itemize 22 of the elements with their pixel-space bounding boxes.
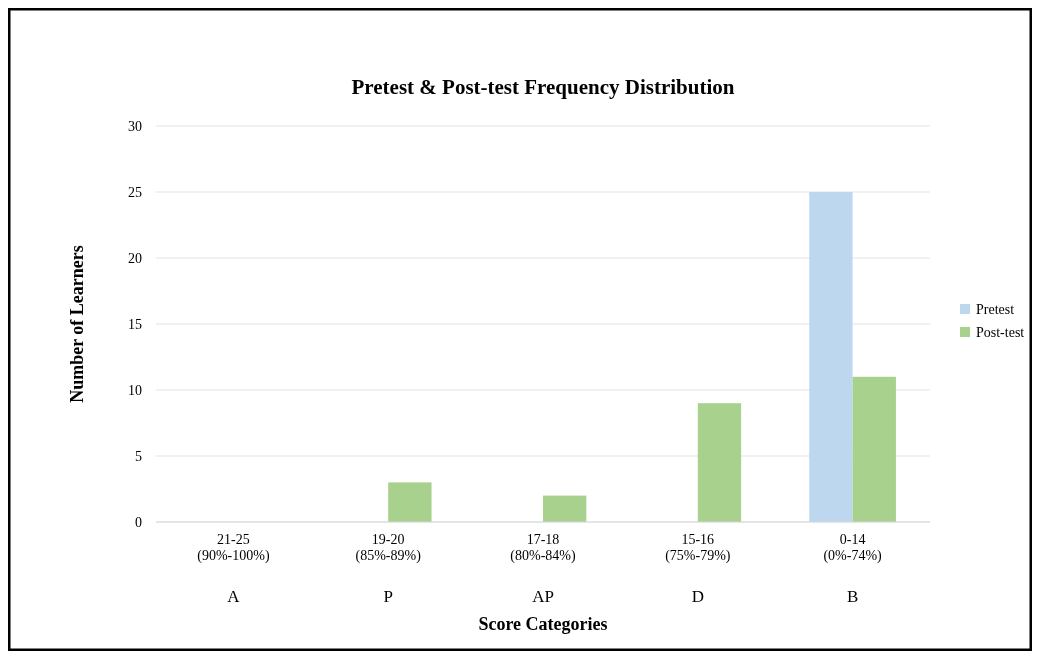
bar (388, 482, 432, 522)
category-label: 17-18 (80%-84%) AP (510, 532, 576, 606)
bar (697, 403, 742, 522)
category-label: 15-16 (75%-79%) D (665, 532, 731, 606)
y-tick-label: 15 (128, 316, 142, 332)
legend-label: Pretest (976, 301, 1015, 317)
y-tick-label: 25 (128, 184, 142, 200)
y-tick-label: 10 (128, 382, 142, 398)
x-axis-title: Score Categories (478, 614, 608, 634)
y-tick-label: 20 (128, 250, 142, 266)
y-axis-title: Number of Learners (67, 245, 87, 403)
bar (543, 495, 587, 522)
category-label: 19-20 (85%-89%) P (355, 532, 421, 606)
chart-title: Pretest & Post-test Frequency Distribution (351, 75, 735, 99)
bar (852, 376, 896, 522)
y-tick-label: 5 (135, 448, 142, 464)
legend-label: Post-test (976, 324, 1025, 340)
category-label: 21-25 (90%-100%) A (197, 532, 270, 606)
y-tick-label: 30 (128, 118, 142, 134)
y-tick-label: 0 (135, 514, 142, 530)
category-label: 0-14 (0%-74%) B (823, 532, 882, 606)
bar (809, 192, 853, 522)
